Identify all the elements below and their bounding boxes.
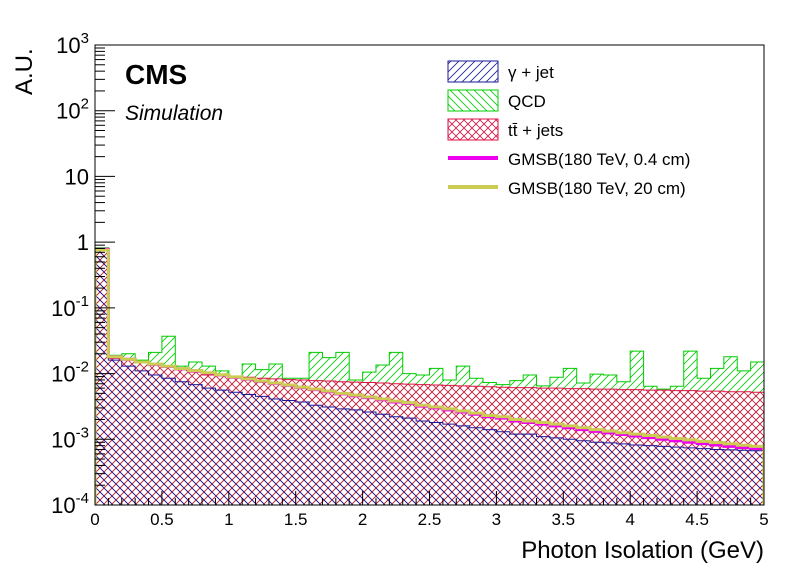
x-tick-label: 2 (358, 510, 367, 529)
legend-label: GMSB(180 TeV, 20 cm) (508, 179, 686, 198)
x-axis: 0 0.5 1 1.5 2 2.5 3 3.5 4 4.5 5 (90, 491, 769, 529)
x-tick-label: 3.5 (551, 510, 575, 529)
x-tick-label: 4 (625, 510, 634, 529)
y-tick-label: 10-4 (51, 490, 89, 518)
y-axis: 10-4 10-3 10-2 10-1 1 10 102 103 (51, 30, 115, 518)
x-tick-label: 1 (224, 510, 233, 529)
y-tick-label: 103 (56, 30, 89, 58)
series-line-gmsb-180-tev-20-cm- (95, 248, 764, 505)
x-tick-label: 0 (90, 510, 99, 529)
legend-item: GMSB(180 TeV, 20 cm) (448, 179, 686, 198)
legend-label: tt̄ + jets (508, 121, 563, 140)
x-tick-label: 3 (492, 510, 501, 529)
simulation-label: Simulation (125, 102, 223, 125)
legend-hatch-swatch (447, 89, 499, 112)
series-hist--jet (95, 249, 764, 505)
x-tick-label: 1.5 (284, 510, 308, 529)
legend-item: QCD (447, 89, 546, 112)
legend-item: γ + jet (447, 60, 554, 83)
y-tick-label: 1 (77, 230, 89, 255)
legend: γ + jet QCD tt̄ + jets GMSB(180 TeV, 0.4 cm… (447, 60, 690, 198)
y-axis-title: A.U. (11, 48, 38, 95)
legend-hatch-swatch (447, 118, 499, 141)
legend-item: GMSB(180 TeV, 0.4 cm) (448, 150, 690, 169)
histogram-layer (95, 247, 764, 505)
y-tick-label: 10-3 (51, 424, 89, 452)
y-tick-label: 10 (65, 164, 89, 189)
legend-label: γ + jet (508, 63, 554, 82)
x-tick-label: 4.5 (685, 510, 709, 529)
y-tick-label: 10-1 (51, 293, 89, 321)
legend-label: GMSB(180 TeV, 0.4 cm) (508, 150, 690, 169)
x-axis-title: Photon Isolation (GeV) (521, 537, 764, 564)
legend-item: tt̄ + jets (447, 118, 563, 141)
legend-hatch-swatch (447, 60, 499, 83)
legend-label: QCD (508, 92, 546, 111)
y-tick-label: 102 (56, 96, 89, 124)
x-tick-label: 5 (759, 510, 768, 529)
x-tick-label: 2.5 (418, 510, 442, 529)
x-tick-label: 0.5 (150, 510, 174, 529)
y-tick-label: 10-2 (51, 359, 89, 387)
cms-label: CMS (125, 59, 187, 90)
